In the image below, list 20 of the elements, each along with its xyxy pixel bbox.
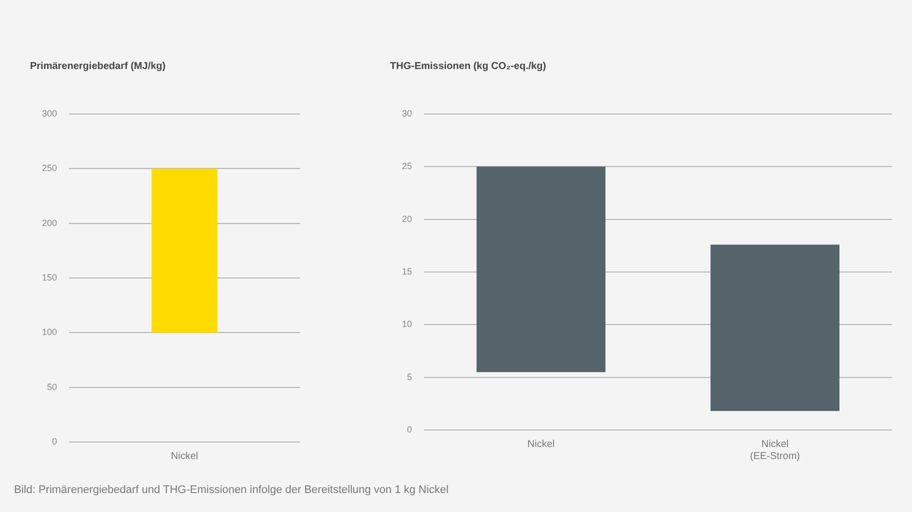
x-tick-label: Nickel [527,438,555,450]
x-tick-label: Nickel [170,450,198,462]
y-tick-label: 5 [406,372,412,382]
y-tick-label: 0 [52,436,58,446]
y-tick-label: 50 [47,382,58,392]
y-tick-label: 200 [42,218,58,228]
y-tick-label: 15 [402,266,412,276]
y-tick-label: 25 [402,161,412,172]
y-tick-label: 250 [42,163,58,174]
y-tick-label: 300 [42,108,58,118]
x-tick-label: Nickel (EE-Strom) [750,438,800,462]
text: Bild: Primärenergiebedarf und THG-Emissionen infolge der Bereitstellung von 1 kg Nickel [14,484,449,496]
y-tick-label: 0 [406,424,412,434]
y-tick-label: 150 [42,272,58,282]
y-tick-label: 30 [402,108,412,118]
y-tick-label: 10 [402,319,412,330]
chart-title: THG-Emissionen (kg CO₂-eq./kg) [390,60,546,72]
y-tick-label: 20 [402,214,412,224]
chart-title: Primärenergiebedarf (MJ/kg) [30,60,166,72]
y-tick-label: 100 [42,327,58,338]
